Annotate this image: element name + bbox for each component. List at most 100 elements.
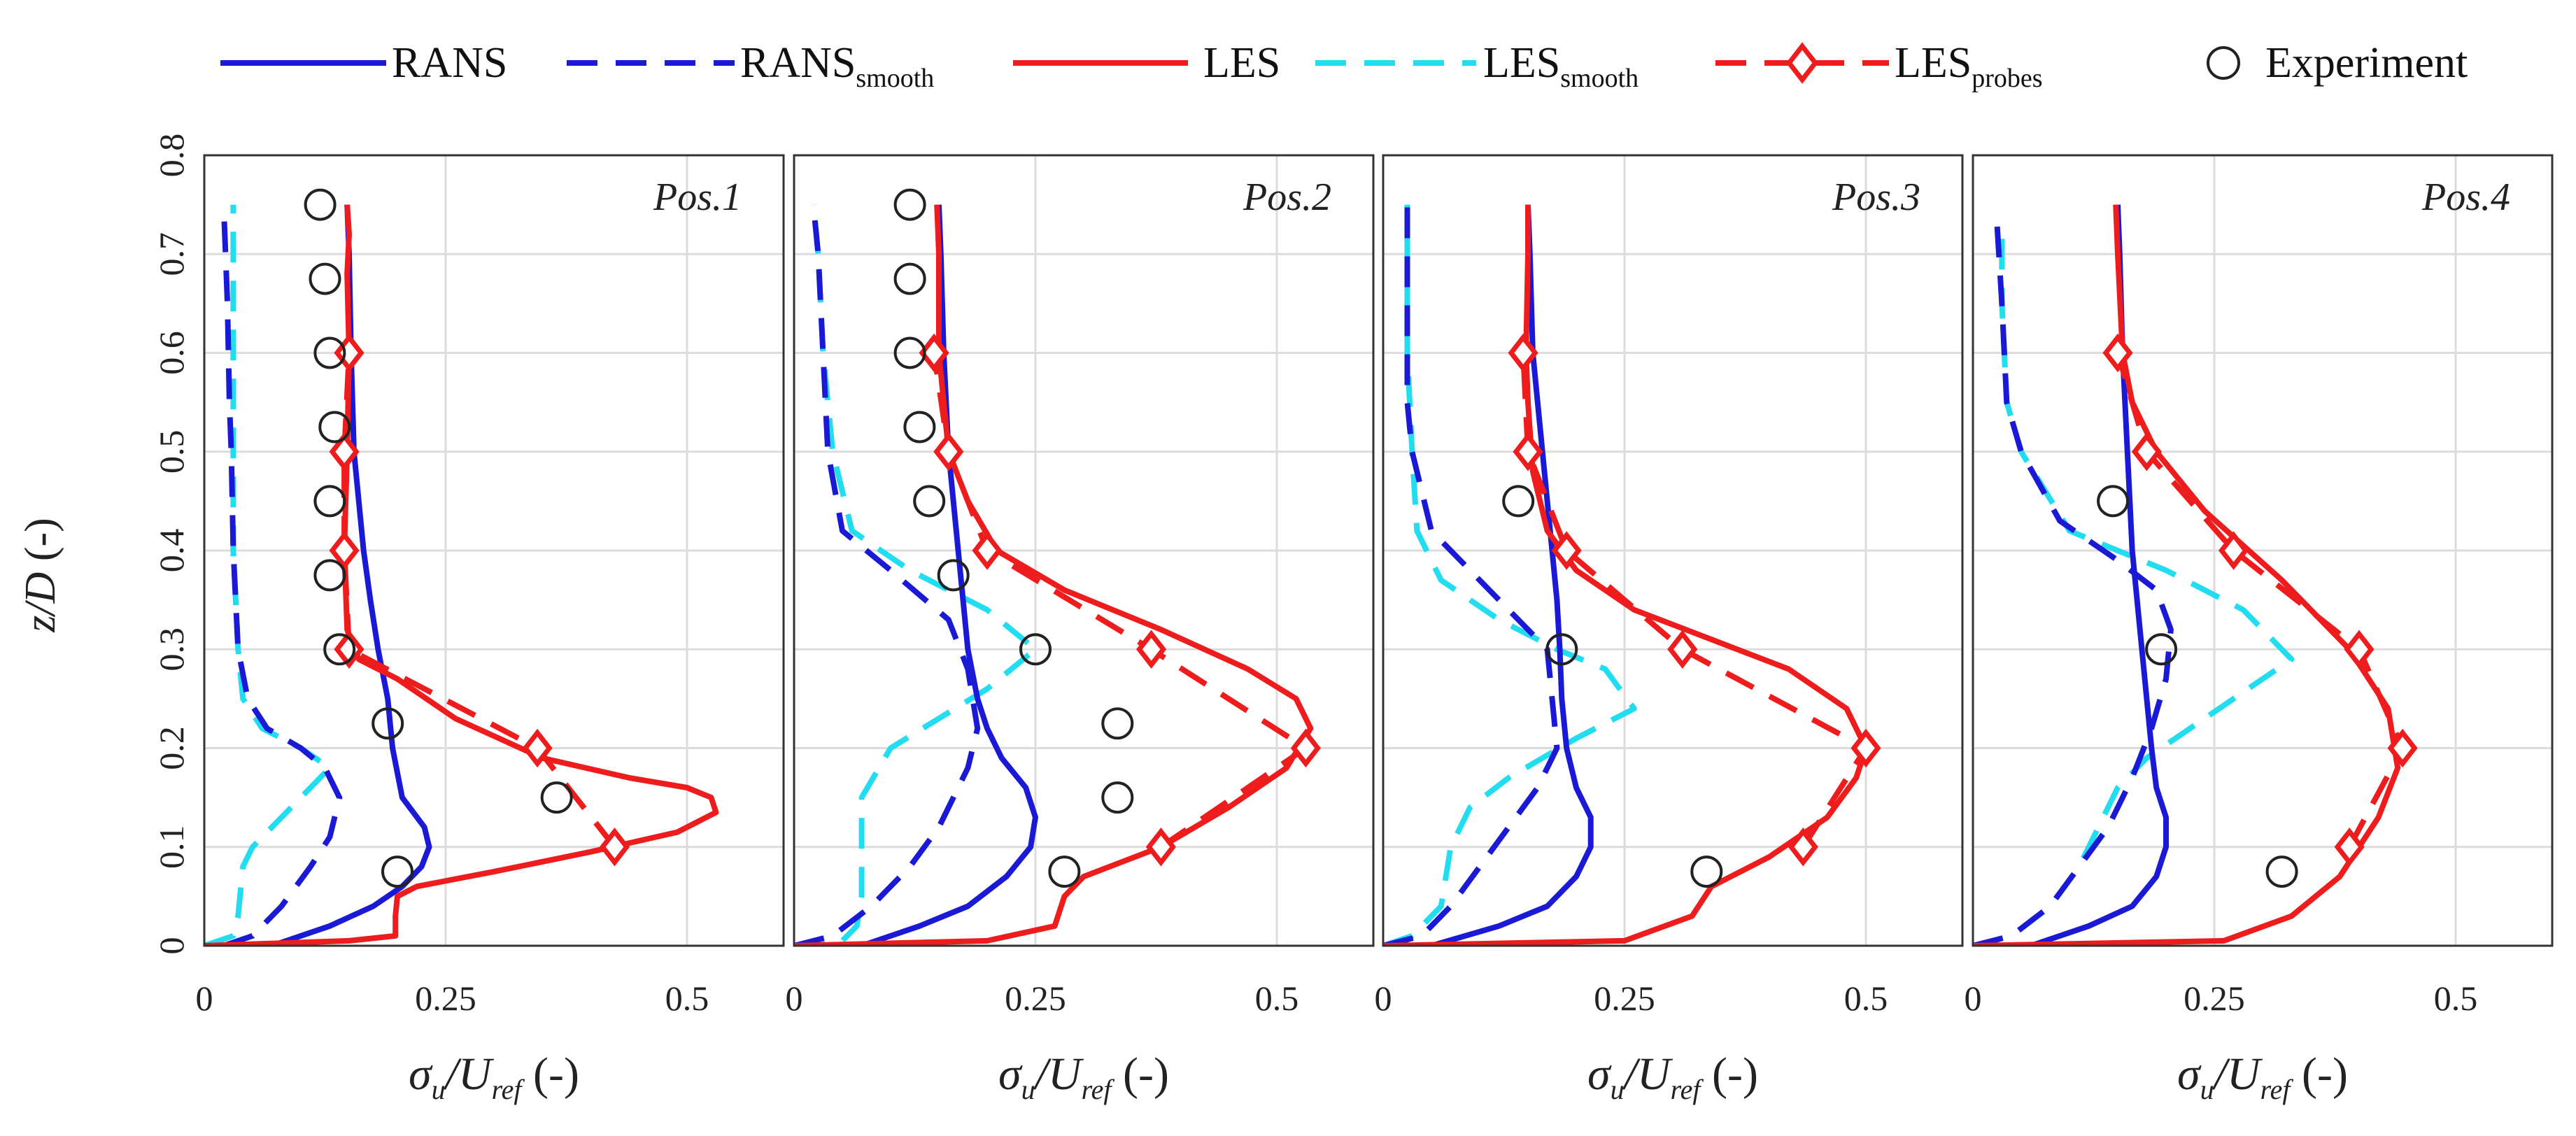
series-rans-line [1430, 204, 1594, 946]
series-les-probes-marker [1508, 333, 1538, 373]
panels: Pos.1 0 0.25 0.5 σu/Uref (-) Pos.2 0 0.25 0.5 σu/… [152, 134, 2554, 1105]
series-les-probes-marker [1850, 728, 1881, 768]
series-experiment-point [313, 485, 346, 518]
y-tick-label: 0.4 [152, 529, 191, 573]
series-experiment-point [2097, 485, 2130, 518]
series-experiment-point [1101, 781, 1134, 814]
series-rans-smooth-line [220, 204, 343, 946]
series-experiment-point [2145, 633, 2178, 666]
series-experiment-point [1545, 633, 1578, 666]
series-les-smooth-line [204, 204, 333, 946]
x-tick-label: 0 [1375, 979, 1392, 1018]
axes-frame [203, 154, 785, 947]
series-les-probes-marker [933, 432, 964, 471]
series-experiment-point [913, 485, 946, 518]
x-tick-label: 0 [786, 979, 803, 1018]
series-experiment-point [540, 781, 573, 814]
x-axis-label: σu/Uref (-) [998, 1049, 1169, 1105]
series-experiment-point [893, 188, 926, 221]
series-les-probes-line [931, 352, 1309, 850]
legend-entry-les: LES [1013, 39, 1280, 87]
panel-title: Pos.2 [1243, 176, 1331, 219]
chart-panel-2: Pos.2 0 0.25 0.5 σu/Uref (-) [786, 154, 1375, 1105]
series-group [794, 188, 1321, 946]
x-tick-label: 0 [196, 979, 213, 1018]
legend-label: LESprobes [1895, 39, 2043, 93]
legend-entry-rans: RANS [220, 39, 507, 87]
series-experiment-point [903, 411, 936, 443]
x-axis-label: σu/Uref (-) [1587, 1049, 1758, 1105]
series-les-smooth-line [794, 204, 1038, 946]
series-les-smooth-line [1383, 204, 1637, 946]
series-les-probes-marker [919, 333, 949, 373]
series-experiment-point [1690, 855, 1723, 888]
series-experiment-point [323, 633, 356, 666]
series-experiment-point [371, 707, 404, 740]
chart-panel-1: Pos.1 0 0.25 0.5 σu/Uref (-) [196, 154, 785, 1105]
legend-diamond-marker [1785, 42, 1819, 84]
series-group [1973, 204, 2418, 946]
legend-entry-rans-smooth: RANSsmooth [567, 39, 934, 93]
panel-title: Pos.1 [653, 176, 742, 219]
series-les-probes-marker [2344, 630, 2375, 669]
series-experiment-point [1019, 633, 1052, 666]
legend: RANS RANSsmooth LES LESsmooth LESprobes Exper… [220, 39, 2468, 93]
series-les-probes-marker [522, 728, 553, 768]
y-tick-label: 0.8 [152, 134, 191, 178]
series-les-probes-marker [1136, 630, 1167, 669]
series-experiment-point [313, 336, 346, 369]
series-rans-line [271, 204, 432, 946]
y-tick-label: 0.3 [152, 627, 191, 672]
axes-frame [1382, 154, 1964, 947]
series-group [1383, 204, 1881, 946]
y-axis-label-unit: (-) [17, 518, 64, 571]
series-experiment-point [2265, 855, 2298, 888]
series-les-probes-marker [329, 432, 360, 471]
series-experiment-point [381, 855, 413, 888]
series-les-probes-marker [1551, 531, 1582, 570]
series-experiment-point [893, 262, 926, 295]
series-les-probes-marker [1290, 728, 1321, 768]
x-tick-label: 0.25 [2184, 979, 2245, 1018]
series-experiment-point [893, 336, 926, 369]
legend-label: LES [1203, 39, 1280, 87]
series-les-probes-marker [329, 531, 360, 570]
x-tick-label: 0.25 [1594, 979, 1655, 1018]
series-les-probes-marker [2387, 728, 2418, 768]
legend-entry-les-smooth: LESsmooth [1315, 39, 1639, 93]
legend-circle-marker [2207, 46, 2240, 80]
chart-panel-3: Pos.3 0 0.25 0.5 σu/Uref (-) [1375, 154, 1964, 1105]
series-les-probes-marker [2131, 432, 2162, 471]
x-tick-label: 0.5 [665, 979, 709, 1018]
panel-title: Pos.4 [2421, 176, 2510, 219]
y-axis-label: z/D (-) [17, 518, 64, 633]
series-experiment-point [1502, 485, 1535, 518]
legend-label: RANSsmooth [740, 39, 934, 93]
series-les-probes-marker [2334, 828, 2365, 867]
series-les-probes-marker [2102, 333, 2133, 373]
axes-frame [1972, 154, 2554, 947]
x-axis-label: σu/Uref (-) [2177, 1049, 2348, 1105]
y-axis-label-var: z/D [17, 572, 64, 633]
series-rans-line [2030, 204, 2169, 946]
series-experiment-point [318, 411, 351, 443]
y-tick-label: 0.7 [152, 232, 191, 276]
series-group [204, 188, 719, 946]
chart-panel-4: Pos.4 0 0.25 0.5 σu/Uref (-) [1965, 154, 2554, 1105]
x-tick-label: 0.5 [2434, 979, 2478, 1018]
series-les-probes-marker [2218, 531, 2249, 570]
x-tick-label: 0.25 [415, 979, 476, 1018]
series-rans-smooth-line [1973, 224, 2174, 946]
series-les-probes-marker [1145, 828, 1176, 867]
series-experiment-point [1048, 855, 1081, 888]
panel-title: Pos.3 [1832, 176, 1920, 219]
x-axis-label: σu/Uref (-) [409, 1049, 579, 1105]
y-tick-label: 0.1 [152, 825, 191, 869]
legend-label: RANS [392, 39, 507, 87]
series-les-probes-marker [972, 531, 1003, 570]
legend-label: Experiment [2265, 39, 2468, 87]
legend-label: LESsmooth [1483, 39, 1639, 93]
legend-entry-les-probes: LESprobes [1715, 39, 2043, 93]
series-les-probes-marker [1788, 828, 1818, 867]
